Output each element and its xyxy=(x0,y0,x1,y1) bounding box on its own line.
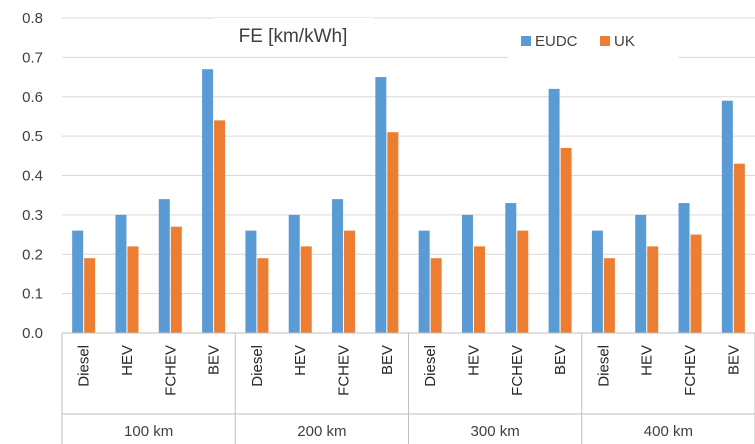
y-axis-ticks: 0.0 0.1 0.2 0.3 0.4 0.5 0.6 0.7 0.8 xyxy=(22,10,43,342)
chart-title: FE [km/kWh] xyxy=(239,26,348,47)
bar-uk-100km-hev xyxy=(127,246,139,333)
x-group-label: 100 km xyxy=(124,423,173,440)
x-category-label: BEV xyxy=(725,345,742,375)
x-axis: Diesel HEV FCHEV BEV Diesel HEV FCHEV BEV Diesel… xyxy=(61,332,755,444)
bar-uk-200km-fchev xyxy=(344,230,356,333)
bar-uk-400km-fchev xyxy=(690,234,702,333)
bar-eudc-400km-hev xyxy=(635,214,647,333)
bar-eudc-300km-diesel xyxy=(418,230,430,333)
bar-eudc-400km-bev xyxy=(721,100,733,333)
bar-uk-100km-diesel xyxy=(84,258,96,333)
y-tick-label: 0.7 xyxy=(22,49,43,66)
x-category-label: BEV xyxy=(552,345,569,375)
bar-uk-200km-diesel xyxy=(257,258,269,333)
y-tick-label: 0.4 xyxy=(22,168,43,185)
y-tick-label: 0.5 xyxy=(22,128,43,145)
bar-uk-200km-hev xyxy=(300,246,312,333)
x-category-label: Diesel xyxy=(76,345,93,387)
x-category-label: Diesel xyxy=(249,345,266,387)
x-category-label: HEV xyxy=(292,345,309,376)
x-group-label: 400 km xyxy=(644,423,693,440)
bar-uk-400km-bev xyxy=(733,163,745,333)
x-category-label: FCHEV xyxy=(682,345,699,396)
title-background xyxy=(214,18,374,52)
legend-label-uk: UK xyxy=(614,33,635,50)
y-tick-label: 0.6 xyxy=(22,89,43,106)
bar-uk-300km-diesel xyxy=(430,258,442,333)
bar-uk-300km-bev xyxy=(560,147,572,333)
bar-eudc-100km-hev xyxy=(115,214,127,333)
bar-eudc-100km-diesel xyxy=(72,230,84,333)
bar-uk-100km-bev xyxy=(214,120,226,333)
y-tick-label: 0.8 xyxy=(22,10,43,27)
x-category-label: BEV xyxy=(379,345,396,375)
y-tick-label: 0.2 xyxy=(22,246,43,263)
legend-swatch-eudc xyxy=(521,36,531,46)
x-category-label: HEV xyxy=(465,345,482,376)
bar-eudc-400km-diesel xyxy=(591,230,603,333)
legend-swatch-uk xyxy=(600,36,610,46)
bar-eudc-200km-bev xyxy=(375,77,387,333)
bar-eudc-400km-fchev xyxy=(678,203,690,333)
bar-eudc-100km-fchev xyxy=(158,199,170,333)
bar-uk-100km-fchev xyxy=(170,226,182,333)
x-category-label: HEV xyxy=(119,345,136,376)
x-category-label: FCHEV xyxy=(336,345,353,396)
legend-background xyxy=(508,24,678,58)
x-category-label: FCHEV xyxy=(509,345,526,396)
bar-uk-400km-hev xyxy=(647,246,659,333)
legend-label-eudc: EUDC xyxy=(535,33,578,50)
bar-eudc-300km-bev xyxy=(548,88,560,333)
x-group-label: 300 km xyxy=(471,423,520,440)
bar-uk-200km-bev xyxy=(387,132,399,333)
bar-uk-400km-diesel xyxy=(603,258,615,333)
x-category-label: HEV xyxy=(639,345,656,376)
bars xyxy=(72,69,745,333)
bar-eudc-100km-bev xyxy=(202,69,214,333)
bar-eudc-200km-hev xyxy=(288,214,300,333)
y-tick-label: 0.1 xyxy=(22,286,43,303)
y-tick-label: 0.3 xyxy=(22,207,43,224)
bar-eudc-200km-fchev xyxy=(332,199,344,333)
bar-eudc-300km-hev xyxy=(461,214,473,333)
x-category-label: FCHEV xyxy=(162,345,179,396)
x-category-label: Diesel xyxy=(595,345,612,387)
y-tick-label: 0.0 xyxy=(22,325,43,342)
bar-uk-300km-fchev xyxy=(517,230,529,333)
bar-eudc-300km-fchev xyxy=(505,203,517,333)
bar-uk-300km-hev xyxy=(473,246,485,333)
x-category-label: BEV xyxy=(206,345,223,375)
bar-eudc-200km-diesel xyxy=(245,230,257,333)
x-group-label: 200 km xyxy=(297,423,346,440)
x-category-label: Diesel xyxy=(422,345,439,387)
